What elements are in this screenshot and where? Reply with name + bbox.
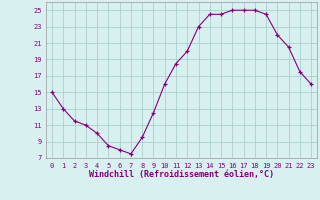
X-axis label: Windchill (Refroidissement éolien,°C): Windchill (Refroidissement éolien,°C) bbox=[89, 170, 274, 179]
